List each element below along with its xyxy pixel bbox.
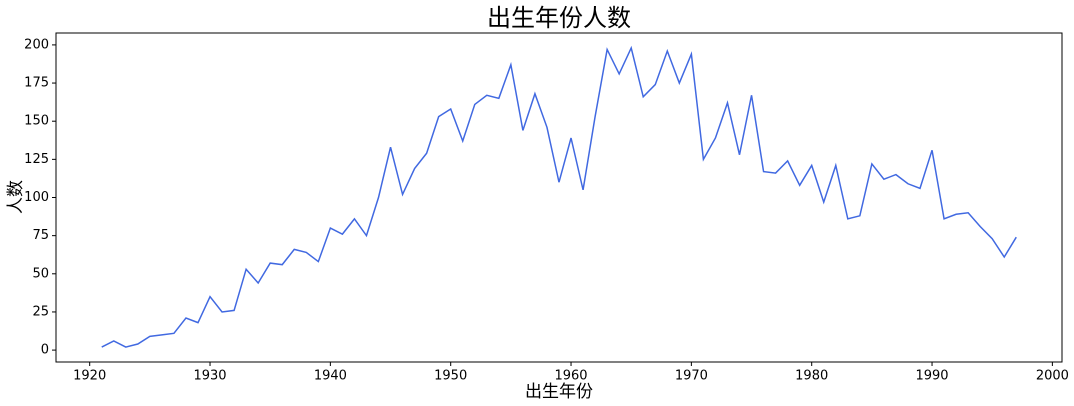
line xyxy=(101,45,1017,348)
y-tick-label: 125 xyxy=(24,152,49,167)
x-tick-label: 1980 xyxy=(795,369,828,384)
x-tick-label: 1940 xyxy=(314,369,347,384)
y-tick-label: 0 xyxy=(41,343,49,358)
plot-frame xyxy=(55,32,1063,363)
x-tick-label: 1920 xyxy=(73,369,106,384)
y-tick-label: 100 xyxy=(24,190,49,205)
y-tick-label: 200 xyxy=(24,37,49,52)
x-tick-label: 1950 xyxy=(434,369,467,384)
y-tick-label: 175 xyxy=(24,76,49,91)
y-tick-label: 25 xyxy=(32,304,49,319)
x-axis-label: 出生年份 xyxy=(525,382,593,402)
x-tick-label: 1970 xyxy=(675,369,708,384)
chart-title: 出生年份人数 xyxy=(487,4,631,32)
y-tick-label: 150 xyxy=(24,114,49,129)
y-tick-label: 50 xyxy=(32,266,49,281)
y-tick-label: 75 xyxy=(32,228,49,243)
x-tick-label: 1960 xyxy=(554,369,587,384)
x-tick-label: 2000 xyxy=(1036,369,1069,384)
y-axis-label: 人数 xyxy=(6,180,26,214)
x-tick-label: 1930 xyxy=(193,369,226,384)
x-tick-label: 1990 xyxy=(915,369,948,384)
